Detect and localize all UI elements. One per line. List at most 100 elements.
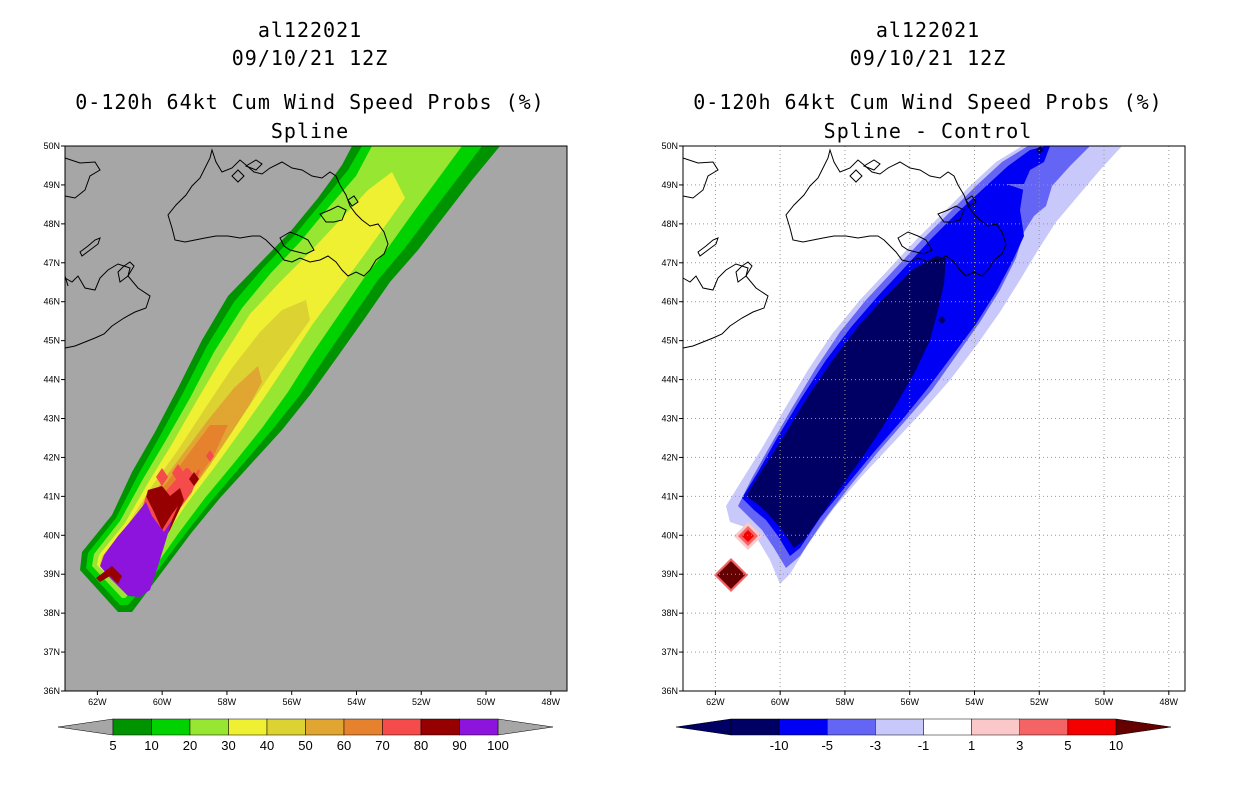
left-y-tick-label: 49N <box>43 180 60 190</box>
right-x-tick-label: 50W <box>1095 697 1114 707</box>
right-dot-top <box>1036 146 1044 154</box>
left-x-tick-label: 48W <box>542 697 561 707</box>
right-y-tick-label: 49N <box>661 180 678 190</box>
right-colorbar-swatch <box>827 718 876 736</box>
right-y-tick-label: 48N <box>661 219 678 229</box>
right-x-tick-label: 48W <box>1160 697 1179 707</box>
right-colorbar-swatch <box>1019 718 1069 736</box>
left-y-tick-label: 37N <box>43 647 60 657</box>
right-red-diamond-large-inner <box>717 561 745 589</box>
right-contour-minus10 <box>746 256 946 548</box>
left-y-tick-label: 44N <box>43 375 60 385</box>
left-y-tick-label: 38N <box>43 608 60 618</box>
right-hatch-minus3-cut <box>1006 184 1048 190</box>
left-colorbar-label: 60 <box>337 738 351 753</box>
left-x-tick-label: 50W <box>477 697 496 707</box>
right-red-diamond-small-inner <box>742 530 754 542</box>
right-y-tick-label: 42N <box>661 452 678 462</box>
left-colorbar-swatch <box>151 718 191 736</box>
right-y-tick-label: 41N <box>661 491 678 501</box>
left-colorbar-swatch <box>420 718 460 736</box>
right-colorbar-swatch <box>778 718 828 736</box>
left-x-tick-label: 62W <box>88 697 107 707</box>
left-colorbar-swatch <box>343 718 383 736</box>
right-x-tick-label: 56W <box>900 697 919 707</box>
left-chart-subtitle: Spline <box>270 119 350 143</box>
left-y-tick-label: 45N <box>43 336 60 346</box>
left-coastlines <box>64 148 389 349</box>
right-colorbar-label: -10 <box>770 738 789 753</box>
right-colorbar-label: 5 <box>1064 738 1071 753</box>
left-y-tick-label: 40N <box>43 530 60 540</box>
right-y-tick-label: 40N <box>661 530 678 540</box>
left-x-tick-label: 54W <box>347 697 366 707</box>
left-colorbar-label: 5 <box>109 738 116 753</box>
left-colorbar-label: 100 <box>487 738 509 753</box>
left-colorbar-label: 90 <box>452 738 466 753</box>
right-colorbar-label: 1 <box>968 738 975 753</box>
left-y-tick-label: 36N <box>43 686 60 696</box>
left-colorbar-swatch <box>305 718 345 736</box>
left-colorbar: 5 10 20 30 40 50 60 70 80 90 100 <box>57 718 554 753</box>
left-y-tick-label: 43N <box>43 414 60 424</box>
left-colorbar-extend-high <box>497 718 554 736</box>
right-y-tick-label: 44N <box>661 375 678 385</box>
left-colorbar-extend-low <box>57 718 114 736</box>
right-colorbar-swatch <box>875 718 924 736</box>
right-x-tick-label: 58W <box>836 697 855 707</box>
left-marker-2 <box>172 464 184 482</box>
right-axis-ticks: 62W 60W 58W 56W 54W 52W 50W 48W 36N 37N 38N 39N 40N 4… <box>661 141 1178 707</box>
right-colorbar-extend-low <box>675 718 732 736</box>
right-x-tick-label: 52W <box>1030 697 1049 707</box>
left-colorbar-swatch <box>189 718 229 736</box>
left-x-tick-label: 56W <box>282 697 301 707</box>
left-colorbar-label: 30 <box>221 738 235 753</box>
right-plot: 62W 60W 58W 56W 54W 52W 50W 48W 36N 37N 38N 39N 40N 4… <box>661 141 1186 707</box>
right-chart-subtitle: Spline - Control <box>823 119 1033 143</box>
left-y-tick-label: 50N <box>43 141 60 151</box>
left-storm-id: al122021 <box>257 18 363 42</box>
left-colorbar-label: 80 <box>414 738 428 753</box>
left-x-tick-label: 58W <box>218 697 237 707</box>
left-colorbar-label: 40 <box>260 738 274 753</box>
right-y-tick-label: 36N <box>661 686 678 696</box>
left-x-tick-label: 52W <box>412 697 431 707</box>
left-datetime: 09/10/21 12Z <box>231 46 389 70</box>
right-colorbar-extend-high <box>1115 718 1172 736</box>
left-y-tick-label: 48N <box>43 219 60 229</box>
left-y-tick-label: 47N <box>43 258 60 268</box>
left-colorbar-swatch <box>382 718 422 736</box>
left-colorbar-swatch <box>112 718 152 736</box>
left-colorbar-swatch <box>459 718 499 736</box>
right-coastlines <box>682 148 1007 349</box>
right-y-tick-label: 39N <box>661 569 678 579</box>
left-axis-ticks: 62W 60W 58W 56W 54W 52W 50W 48W 36N 37N 38N 39N 40N 4… <box>43 141 560 707</box>
right-contours <box>714 146 1122 592</box>
right-y-tick-label: 37N <box>661 647 678 657</box>
left-marker-5 <box>206 450 214 462</box>
right-chart-title: 0-120h 64kt Cum Wind Speed Probs (%) <box>693 90 1163 114</box>
right-colorbar-label: -5 <box>821 738 833 753</box>
right-y-tick-label: 46N <box>661 297 678 307</box>
right-colorbar-label: -1 <box>918 738 930 753</box>
right-y-tick-label: 45N <box>661 336 678 346</box>
right-y-tick-label: 47N <box>661 258 678 268</box>
right-colorbar-swatch <box>971 718 1020 736</box>
left-colorbar-label: 70 <box>375 738 389 753</box>
left-colorbar-swatch <box>228 718 268 736</box>
left-chart-title: 0-120h 64kt Cum Wind Speed Probs (%) <box>75 90 545 114</box>
left-x-tick-label: 60W <box>153 697 172 707</box>
right-datetime: 09/10/21 12Z <box>849 46 1007 70</box>
left-y-tick-label: 42N <box>43 452 60 462</box>
left-plot: 62W 60W 58W 56W 54W 52W 50W 48W 36N 37N 38N 39N 40N 4… <box>43 141 568 707</box>
right-y-tick-label: 50N <box>661 141 678 151</box>
right-colorbar: -10 -5 -3 -1 1 3 5 10 <box>675 718 1172 753</box>
right-colorbar-label: 10 <box>1109 738 1123 753</box>
left-colorbar-label: 20 <box>183 738 197 753</box>
left-contours <box>80 146 500 612</box>
right-colorbar-swatch <box>923 718 972 736</box>
left-colorbar-label: 50 <box>298 738 312 753</box>
left-y-tick-label: 39N <box>43 569 60 579</box>
right-colorbar-swatch <box>730 718 780 736</box>
